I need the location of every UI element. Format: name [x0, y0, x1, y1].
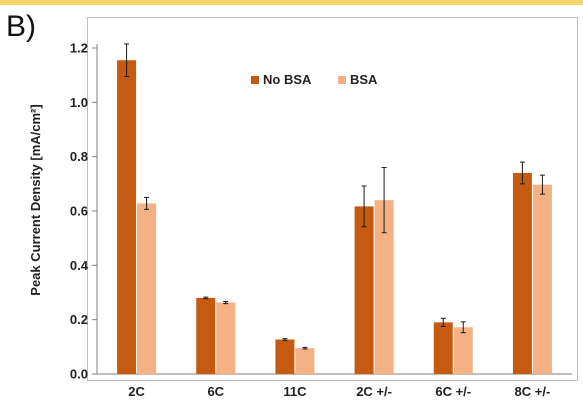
y-tick-label: 0.0	[70, 367, 88, 382]
x-category-label: 2C +/-	[356, 384, 392, 399]
bar	[433, 322, 453, 374]
bar	[295, 348, 315, 374]
y-axis-title: Peak Current Density [mA/cm²]	[28, 104, 43, 295]
legend-swatch	[251, 76, 259, 84]
bar	[532, 184, 552, 374]
x-category-label: 6C +/-	[435, 384, 471, 399]
bar	[374, 200, 394, 374]
bar	[354, 206, 374, 374]
plot-frame	[87, 17, 578, 381]
legend-swatch	[338, 76, 346, 84]
legend-label: No BSA	[263, 72, 312, 87]
y-axis: 0.0 0.2 0.4 0.6 0.8 1.0 1.2	[70, 41, 98, 382]
bar	[512, 172, 532, 374]
x-category-label: 6C	[207, 384, 224, 399]
bar	[453, 327, 473, 374]
x-category-label: 2C	[128, 384, 145, 399]
y-tick-label: 0.8	[70, 149, 88, 164]
x-axis: 2C 6C 11C 2C +/- 6C +/- 8C +/-	[97, 373, 572, 399]
legend-label: BSA	[350, 72, 378, 87]
bar	[117, 60, 137, 374]
y-tick-label: 0.2	[70, 312, 88, 327]
bar	[216, 302, 236, 374]
y-tick-label: 1.0	[70, 95, 88, 110]
bars	[117, 43, 552, 374]
bar	[275, 339, 295, 374]
panel-label: B)	[6, 10, 36, 43]
top-accent-strip	[0, 0, 583, 5]
y-tick-label: 0.4	[70, 258, 89, 273]
bar	[137, 203, 157, 374]
x-category-label: 8C +/-	[515, 384, 551, 399]
x-category-label: 11C	[283, 384, 307, 399]
bar	[196, 297, 216, 374]
y-tick-label: 0.6	[70, 204, 88, 219]
y-tick-label: 1.2	[70, 41, 88, 56]
legend: No BSA BSA	[251, 72, 378, 87]
